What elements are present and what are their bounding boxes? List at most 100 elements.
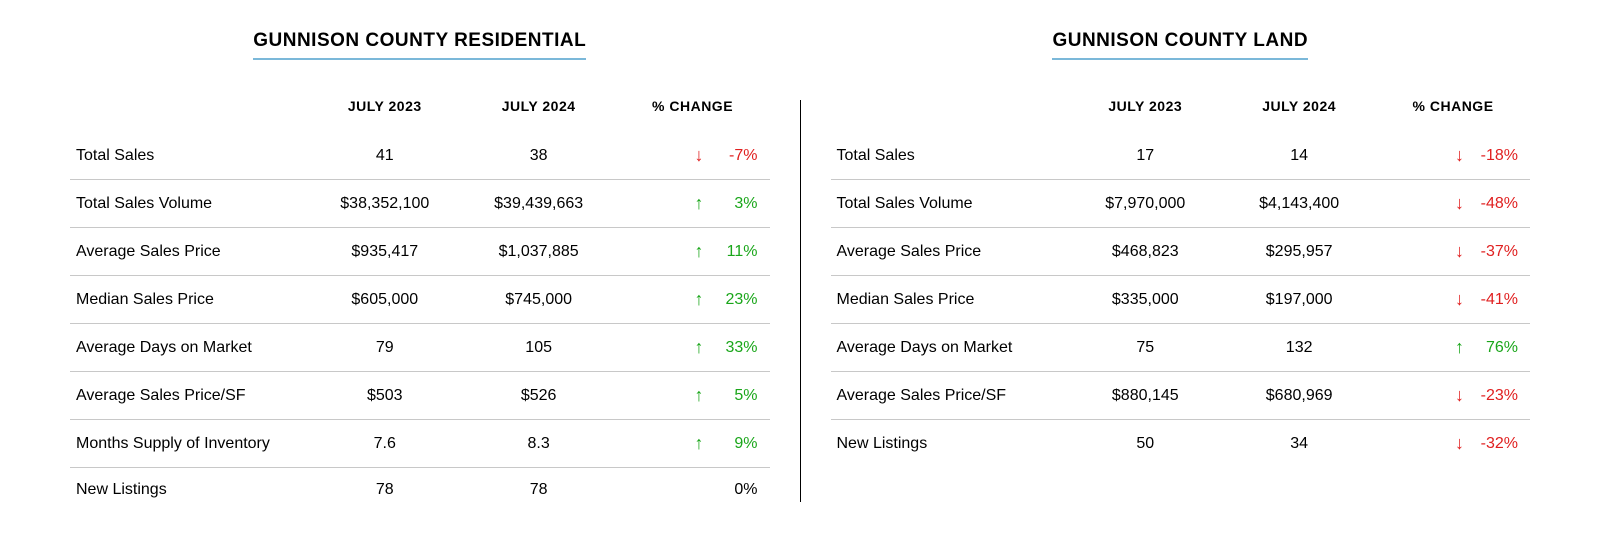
table-row: Average Sales Price/SF$503$526 ↑ 5% bbox=[70, 372, 770, 420]
table-row: Average Sales Price/SF$880,145$680,969 ↓-… bbox=[831, 372, 1531, 420]
value-prev: 75 bbox=[1068, 324, 1222, 372]
pct-change: -41% bbox=[1474, 291, 1518, 309]
change-cell: ↑ 3% bbox=[616, 180, 770, 228]
header-blank bbox=[70, 88, 308, 132]
arrow-up-icon: ↑ bbox=[1446, 337, 1464, 358]
change-cell: ↓ -48% bbox=[1376, 180, 1530, 228]
table-row: Median Sales Price$605,000$745,000↑23% bbox=[70, 276, 770, 324]
tables-container: GUNNISON COUNTY RESIDENTIAL JULY 2023 JU… bbox=[40, 30, 1560, 512]
arrow-up-icon: ↑ bbox=[686, 385, 704, 406]
pct-change: 23% bbox=[714, 291, 758, 309]
pct-change: -48% bbox=[1474, 195, 1518, 213]
metric-label: Total Sales bbox=[70, 132, 308, 180]
value-curr: 34 bbox=[1222, 420, 1376, 468]
pct-change: 33% bbox=[714, 339, 758, 357]
arrow-down-icon: ↓ bbox=[1446, 289, 1464, 310]
value-prev: 78 bbox=[308, 468, 462, 513]
metric-label: New Listings bbox=[831, 420, 1069, 468]
change-cell: ↑ 23% bbox=[616, 276, 770, 324]
value-prev: 7.6 bbox=[308, 420, 462, 468]
table-row: Average Sales Price$935,417$1,037,885 ↑ 11… bbox=[70, 228, 770, 276]
table-row: Median Sales Price$335,000$197,000↓-41% bbox=[831, 276, 1531, 324]
table-body: Total Sales4138 ↓ -7% Total Sales Volume$38… bbox=[70, 132, 770, 512]
arrow-down-icon: ↓ bbox=[1446, 145, 1464, 166]
metric-label: New Listings bbox=[70, 468, 308, 513]
panel-title: GUNNISON COUNTY RESIDENTIAL bbox=[253, 30, 586, 60]
arrow-up-icon: ↑ bbox=[686, 289, 704, 310]
value-curr: $295,957 bbox=[1222, 228, 1376, 276]
value-curr: 132 bbox=[1222, 324, 1376, 372]
metric-label: Total Sales Volume bbox=[831, 180, 1069, 228]
table-row: Total Sales1714↓-18% bbox=[831, 132, 1531, 180]
metric-label: Average Sales Price bbox=[70, 228, 308, 276]
table-row: Total Sales Volume$7,970,000$4,143,400↓-… bbox=[831, 180, 1531, 228]
table-row: Average Days on Market79105 ↑ 33% bbox=[70, 324, 770, 372]
value-curr: 105 bbox=[462, 324, 616, 372]
metric-label: Average Sales Price/SF bbox=[831, 372, 1069, 420]
value-prev: 50 bbox=[1068, 420, 1222, 468]
table-row: New Listings5034 ↓ -32% bbox=[831, 420, 1531, 468]
value-curr: $39,439,663 bbox=[462, 180, 616, 228]
metric-label: Average Days on Market bbox=[831, 324, 1069, 372]
table-row: Total Sales4138 ↓ -7% bbox=[70, 132, 770, 180]
value-curr: $680,969 bbox=[1222, 372, 1376, 420]
pct-change: 76% bbox=[1474, 339, 1518, 357]
value-prev: $503 bbox=[308, 372, 462, 420]
value-curr: 78 bbox=[462, 468, 616, 513]
metric-label: Median Sales Price bbox=[831, 276, 1069, 324]
pct-change: -23% bbox=[1474, 387, 1518, 405]
metric-label: Average Sales Price bbox=[831, 228, 1069, 276]
pct-change: 11% bbox=[714, 243, 758, 261]
pct-change: 0% bbox=[714, 481, 758, 499]
value-prev: 41 bbox=[308, 132, 462, 180]
arrow-down-icon: ↓ bbox=[1446, 193, 1464, 214]
value-prev: 79 bbox=[308, 324, 462, 372]
change-cell: ↓ -32% bbox=[1376, 420, 1530, 468]
arrow-down-icon: ↓ bbox=[1446, 241, 1464, 262]
value-curr: $745,000 bbox=[462, 276, 616, 324]
table-row: Months Supply of Inventory7.68.3↑9% bbox=[70, 420, 770, 468]
arrow-up-icon: ↑ bbox=[686, 337, 704, 358]
value-prev: 17 bbox=[1068, 132, 1222, 180]
arrow-down-icon: ↓ bbox=[686, 145, 704, 166]
pct-change: 3% bbox=[714, 195, 758, 213]
pct-change: 9% bbox=[714, 435, 758, 453]
value-curr: 38 bbox=[462, 132, 616, 180]
metric-label: Average Days on Market bbox=[70, 324, 308, 372]
change-cell: ↓ -23% bbox=[1376, 372, 1530, 420]
value-curr: $4,143,400 bbox=[1222, 180, 1376, 228]
header-period-2: JULY 2024 bbox=[1222, 88, 1376, 132]
header-blank bbox=[831, 88, 1069, 132]
value-prev: $880,145 bbox=[1068, 372, 1222, 420]
arrow-up-icon: ↑ bbox=[686, 241, 704, 262]
change-cell: ↑ 76% bbox=[1376, 324, 1530, 372]
arrow-down-icon: ↓ bbox=[1446, 433, 1464, 454]
change-cell: ↑9% bbox=[616, 420, 770, 468]
table-row: New Listings78780% bbox=[70, 468, 770, 513]
pct-change: -32% bbox=[1474, 435, 1518, 453]
metric-label: Total Sales Volume bbox=[70, 180, 308, 228]
arrow-down-icon: ↓ bbox=[1446, 385, 1464, 406]
table-body: Total Sales1714↓-18%Total Sales Volume$7… bbox=[831, 132, 1531, 467]
value-prev: $38,352,100 bbox=[308, 180, 462, 228]
panel-title: GUNNISON COUNTY LAND bbox=[1052, 30, 1308, 60]
header-period-2: JULY 2024 bbox=[462, 88, 616, 132]
metric-label: Total Sales bbox=[831, 132, 1069, 180]
pct-change: -37% bbox=[1474, 243, 1518, 261]
pct-change: 5% bbox=[714, 387, 758, 405]
value-prev: $935,417 bbox=[308, 228, 462, 276]
header-period-1: JULY 2023 bbox=[1068, 88, 1222, 132]
value-curr: $526 bbox=[462, 372, 616, 420]
change-cell: ↑ 5% bbox=[616, 372, 770, 420]
pct-change: -18% bbox=[1474, 147, 1518, 165]
arrow-up-icon: ↑ bbox=[686, 193, 704, 214]
data-table-land: JULY 2023 JULY 2024 % CHANGE Total Sales… bbox=[831, 88, 1531, 467]
value-curr: $1,037,885 bbox=[462, 228, 616, 276]
change-cell: 0% bbox=[616, 468, 770, 513]
metric-label: Average Sales Price/SF bbox=[70, 372, 308, 420]
pct-change: -7% bbox=[714, 147, 758, 165]
change-cell: ↓ -37% bbox=[1376, 228, 1530, 276]
metric-label: Months Supply of Inventory bbox=[70, 420, 308, 468]
header-period-1: JULY 2023 bbox=[308, 88, 462, 132]
table-row: Average Days on Market75132 ↑ 76% bbox=[831, 324, 1531, 372]
